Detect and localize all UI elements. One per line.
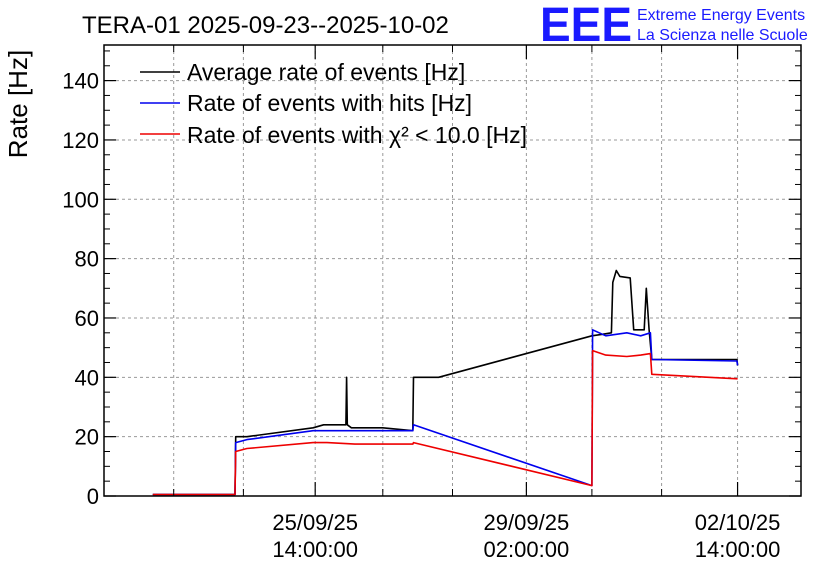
y-tick-label: 120	[62, 128, 99, 153]
legend-label-hits: Rate of events with hits [Hz]	[187, 90, 472, 116]
eee-logo-mark: EEE	[540, 0, 632, 52]
y-tick-labels: 0 20 40 60 80 100 120 140	[62, 69, 99, 509]
legend-label-chi2: Rate of events with χ² < 10.0 [Hz]	[187, 122, 527, 148]
eee-logo: EEE Extreme Energy Events La Scienza nel…	[540, 0, 808, 52]
eee-logo-line1: Extreme Energy Events	[637, 7, 805, 24]
axis-ticks	[104, 45, 801, 497]
x-tick-label-time: 14:00:00	[695, 537, 781, 562]
grid-lines	[104, 45, 801, 496]
y-tick-label: 100	[62, 187, 99, 212]
x-tick-label-date: 25/09/25	[272, 510, 358, 535]
y-tick-label: 20	[75, 425, 99, 450]
x-tick-labels: 25/09/2514:00:0029/09/2502:00:0002/10/25…	[272, 510, 780, 562]
series-average-rate	[152, 269, 739, 496]
x-tick-label-time: 02:00:00	[484, 537, 570, 562]
legend: Average rate of events [Hz] Rate of even…	[140, 59, 527, 148]
y-axis-label: Rate [Hz]	[3, 50, 33, 158]
series-lines	[152, 269, 739, 496]
y-tick-label: 80	[75, 247, 99, 272]
x-tick-label-date: 29/09/25	[484, 510, 570, 535]
series-chi2-rate	[152, 349, 738, 496]
series-hits-rate	[152, 329, 739, 496]
y-tick-label: 0	[87, 484, 99, 509]
y-tick-label: 140	[62, 69, 99, 94]
y-tick-label: 60	[75, 306, 99, 331]
chart-title: TERA-01 2025-09-23--2025-10-02	[82, 12, 449, 39]
x-tick-label-time: 14:00:00	[272, 537, 358, 562]
x-tick-label-date: 02/10/25	[695, 510, 781, 535]
eee-logo-line2: La Scienza nelle Scuole	[637, 27, 808, 44]
y-tick-label: 40	[75, 365, 99, 390]
legend-label-average: Average rate of events [Hz]	[187, 59, 465, 85]
